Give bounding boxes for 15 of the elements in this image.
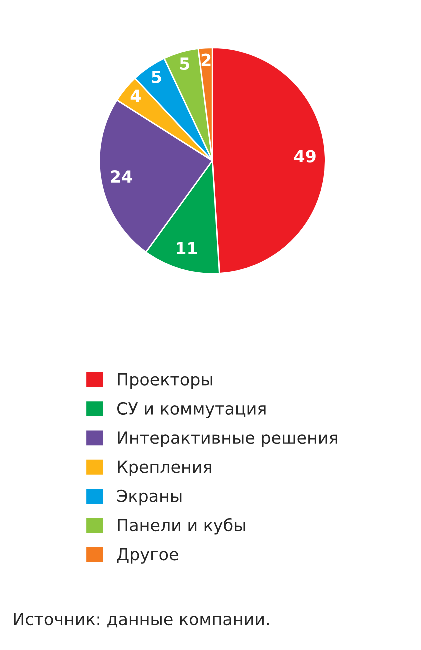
data-label: 4: [130, 90, 141, 102]
legend-label: Проекторы: [118, 374, 212, 390]
legend-label: Экраны: [117, 490, 182, 506]
legend-label: СУ и коммутация: [118, 402, 266, 418]
data-label: 5: [152, 71, 162, 84]
data-label: 5: [180, 58, 190, 70]
legend-label: Другое: [117, 548, 178, 564]
data-label: 2: [202, 54, 211, 66]
text: Источник: данные компании.: [14, 613, 269, 628]
legend-label: Крепления: [118, 460, 212, 477]
legend-label: Интерактивные решения: [118, 432, 338, 448]
data-label: 24: [111, 170, 132, 183]
legend-label: Панели и кубы: [118, 518, 246, 535]
data-label: 11: [177, 242, 198, 255]
data-label: 49: [294, 150, 316, 163]
